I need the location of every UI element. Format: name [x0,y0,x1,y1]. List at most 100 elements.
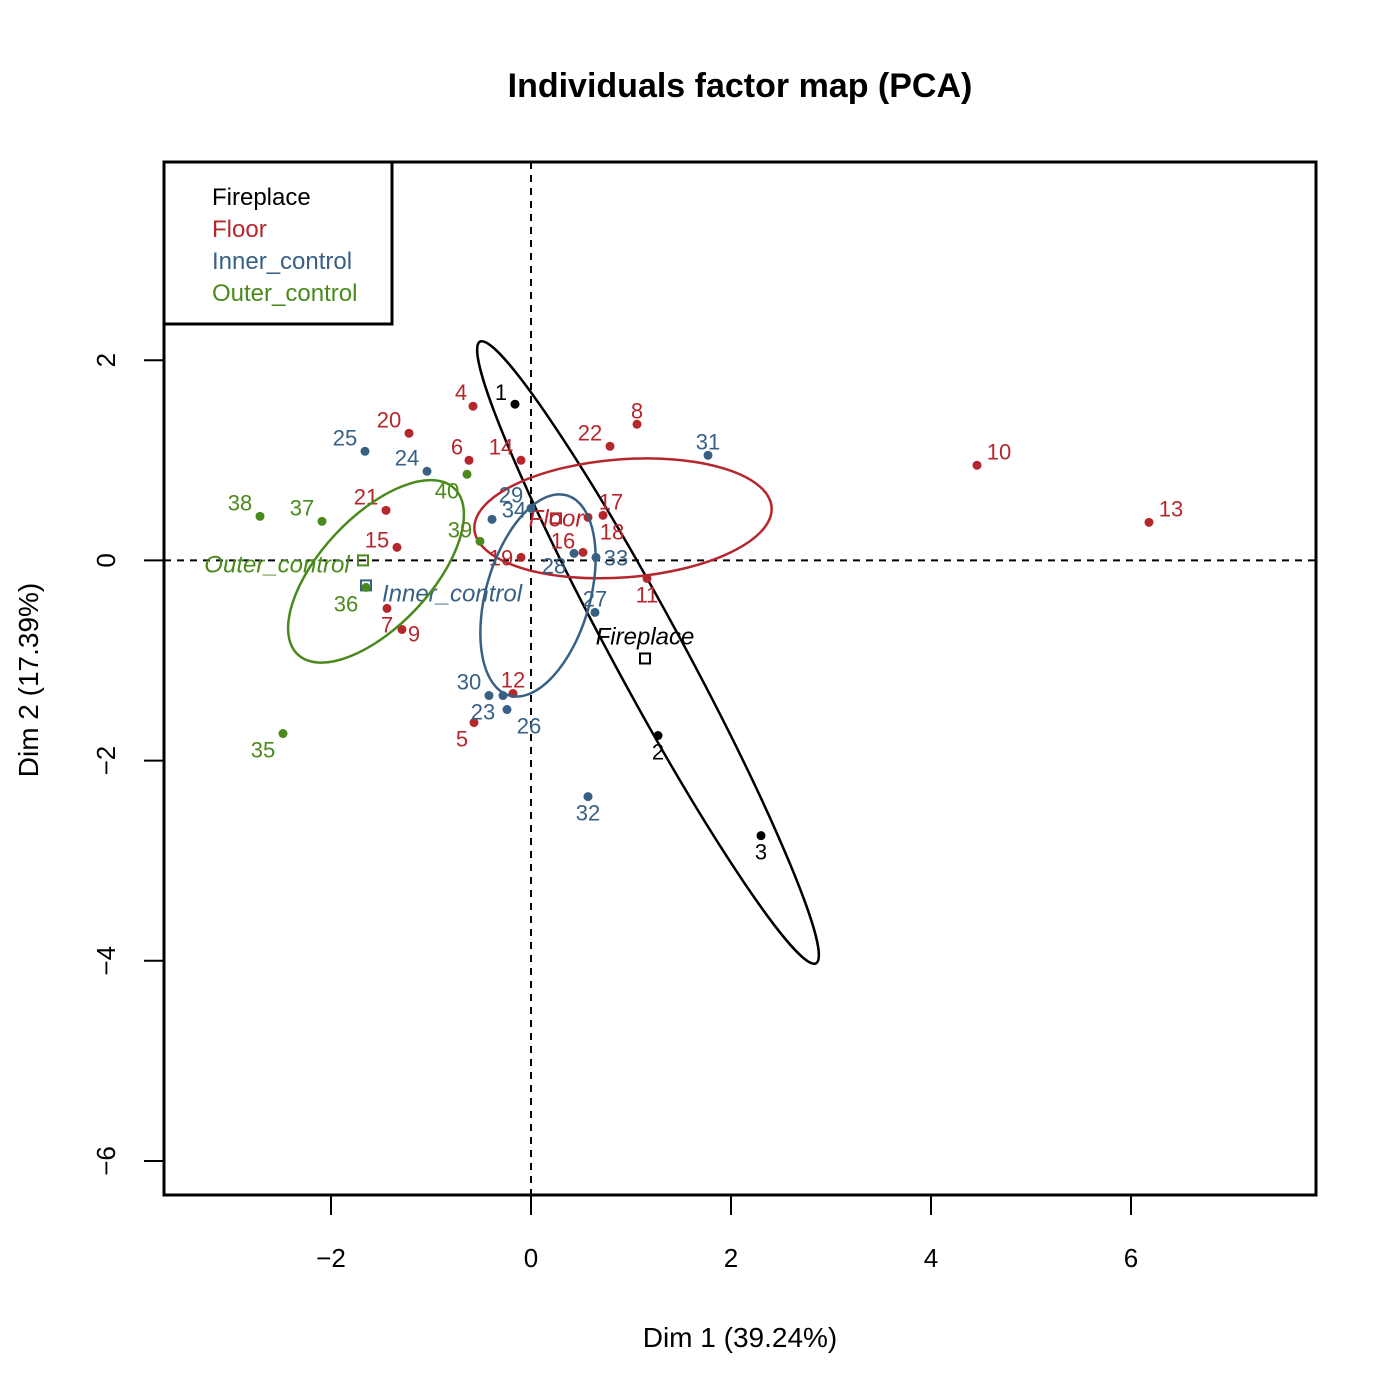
point-label-17: 17 [599,489,623,514]
point-label-13: 13 [1159,496,1183,521]
x-tick-label-0: 0 [524,1243,538,1273]
point-label-31: 31 [696,429,720,454]
point-11 [642,573,652,583]
point-26 [502,705,512,715]
point-label-35: 35 [251,738,275,763]
point-31 [703,450,713,460]
y-tick-label--6: −6 [91,1146,121,1176]
y-axis: −6 −4 −2 0 2 [91,353,164,1176]
point-label-25: 25 [333,425,357,450]
point-label-30: 30 [457,670,481,695]
x-tick-label--2: −2 [316,1243,346,1273]
legend-item-floor: Floor [212,216,267,243]
point-label-22: 22 [578,420,602,445]
point-7 [382,603,392,613]
point-39 [475,536,485,546]
point-label-34: 34 [502,497,526,522]
point-24 [422,466,432,476]
ellipse-floor [473,457,773,580]
point-label-16: 16 [551,528,575,553]
point-label-5: 5 [456,727,468,752]
point-3 [756,831,766,841]
point-2 [653,731,663,741]
point-19 [516,552,526,562]
plot-frame [162,160,1318,1197]
point-label-18: 18 [600,519,624,544]
point-28 [569,548,579,558]
point-22 [605,441,615,451]
point-16 [578,547,588,557]
point-25 [360,446,370,456]
point-38 [255,511,265,521]
point-label-4: 4 [455,380,467,405]
point-label-28: 28 [542,553,566,578]
point-label-23: 23 [471,700,495,725]
point-1 [510,399,520,409]
point-label-1: 1 [495,380,507,405]
point-label-6: 6 [451,434,463,459]
point-5 [469,718,479,728]
legend-item-inner-control: Inner_control [212,248,352,275]
point-6 [464,455,474,465]
point-label-8: 8 [631,398,643,423]
centroid-floor [550,512,562,525]
point-label-40: 40 [435,478,459,503]
chart-title: Individuals factor map (PCA) [508,67,973,105]
point-14 [516,455,526,465]
point-10 [972,460,982,470]
point-36 [361,582,371,592]
point-label-2: 2 [652,740,664,765]
point-32 [583,792,593,802]
centroid-outer-control [357,554,369,567]
point-label-20: 20 [377,407,401,432]
point-label-29: 29 [499,482,523,507]
point-40 [462,469,472,479]
point-33 [591,552,601,562]
point-8 [632,419,642,429]
point-label-15: 15 [365,527,389,552]
y-tick-label--4: −4 [91,946,121,976]
ellipse-fireplace [475,339,821,965]
centroid-label-inner-control: Inner_control [382,580,523,607]
x-tick-label-4: 4 [924,1243,938,1273]
point-label-38: 38 [228,490,252,515]
point-label-10: 10 [987,439,1011,464]
point-label-3: 3 [755,840,767,865]
point-label-11: 11 [636,582,659,607]
point-label-36: 36 [334,591,358,616]
point-21 [381,505,391,515]
point-13 [1144,517,1154,527]
point-30 [484,691,494,701]
point-label-27: 27 [583,586,607,611]
centroid-label-outer-control: Outer_control [204,551,350,578]
legend-item-outer-control: Outer_control [212,280,357,307]
legend: Fireplace Floor Inner_control Outer_control [162,160,394,326]
point-27 [590,607,600,617]
point-20 [404,428,414,438]
point-34 [487,514,497,524]
point-label-39: 39 [448,517,472,542]
y-axis-label: Dim 2 (17.39%) [13,583,44,778]
centroid-label-fireplace: Fireplace [596,623,695,650]
legend-box [162,160,394,326]
point-23 [498,691,508,701]
centroid-fireplace [639,652,651,665]
point-37 [317,516,327,526]
point-label-12: 12 [501,668,525,693]
y-tick-label--2: −2 [91,746,121,776]
point-label-37: 37 [290,495,314,520]
y-tick-label-0: 0 [91,553,121,567]
point-9 [397,624,407,634]
point-4 [468,401,478,411]
point-15 [392,542,402,552]
point-35 [278,729,288,739]
x-tick-label-6: 6 [1124,1243,1138,1273]
point-label-24: 24 [395,445,419,470]
point-label-14: 14 [489,434,513,459]
point-label-33: 33 [604,545,628,570]
point-label-7: 7 [381,612,393,637]
x-tick-label-2: 2 [724,1243,738,1273]
ellipse-inner-control [479,493,597,698]
